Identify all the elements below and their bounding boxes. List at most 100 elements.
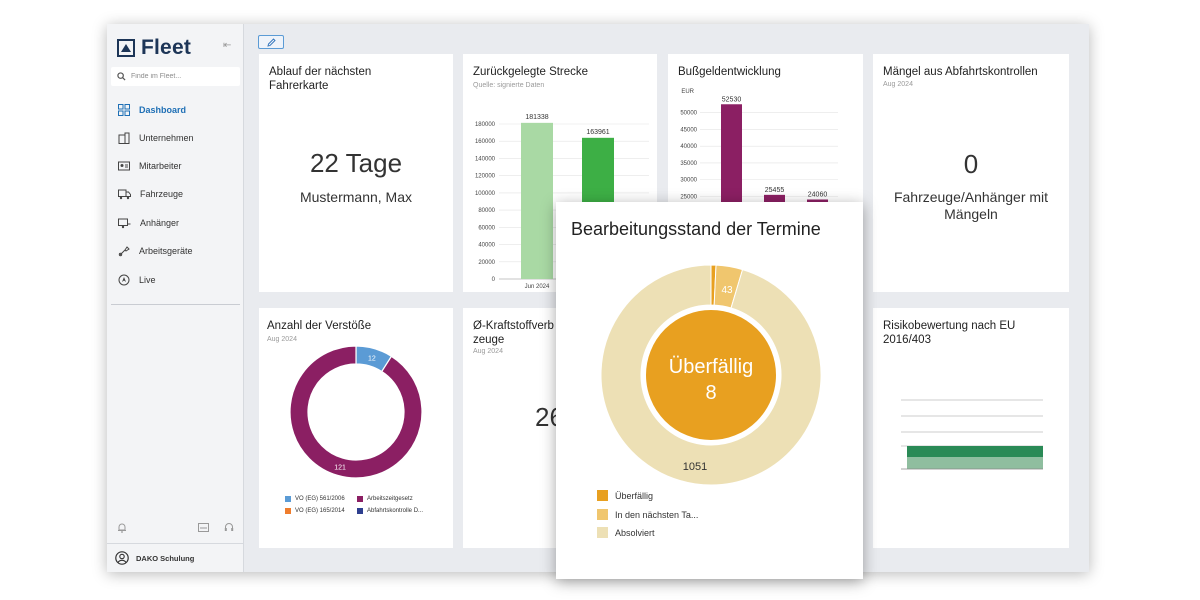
legend-swatch xyxy=(357,496,363,502)
bar-value-label: 163961 xyxy=(586,129,609,136)
y-tick-label: 180000 xyxy=(475,122,496,128)
logo[interactable]: Fleet xyxy=(117,36,191,60)
card-subtitle: Aug 2024 xyxy=(473,348,503,355)
user-avatar-icon xyxy=(115,551,129,565)
legend-item-upcoming: In den nächsten Ta... xyxy=(597,509,698,520)
center-label: Überfällig xyxy=(669,356,753,378)
y-tick-label: 45000 xyxy=(680,127,697,133)
violations-donut-chart: 12 121 xyxy=(289,345,423,479)
legend-item: VO (EG) 165/2014 xyxy=(285,508,345,514)
y-tick-label: 100000 xyxy=(475,191,496,197)
legend-item: VO (EG) 561/2006 xyxy=(285,496,345,502)
legend-label: In den nächsten Ta... xyxy=(615,509,699,520)
bar xyxy=(521,122,553,279)
card-title: Bußgeldentwicklung xyxy=(678,66,781,78)
legend-label: Überfällig xyxy=(615,490,654,501)
fleet-logo-icon xyxy=(117,39,135,57)
card-title: Mängel aus Abfahrtskontrollen xyxy=(883,66,1038,78)
search-box[interactable] xyxy=(111,67,240,86)
sidebar-item-label: Fahrzeuge xyxy=(140,189,184,199)
sidebar-item-label: Dashboard xyxy=(139,105,187,115)
bar-value-label: 25455 xyxy=(765,187,785,194)
legend-swatch xyxy=(285,496,291,502)
y-tick-label: 120000 xyxy=(475,174,496,180)
y-tick-label: 25000 xyxy=(680,194,697,200)
truck-icon xyxy=(118,189,131,200)
slice-value-label: 1051 xyxy=(683,461,707,473)
legend-swatch xyxy=(597,527,608,538)
user-name: DAKO Schulung xyxy=(136,553,195,563)
legend-item: Arbeitszeitgesetz xyxy=(357,496,413,502)
sidebar-item-arbeitsgeraete[interactable]: Arbeitsgeräte xyxy=(118,241,240,261)
donut-slice xyxy=(289,345,423,479)
legend-label: Arbeitszeitgesetz xyxy=(367,496,413,502)
live-icon xyxy=(118,274,130,286)
card-subtitle: Aug 2024 xyxy=(267,336,297,343)
driver-card-days: 22 Tage xyxy=(309,148,403,178)
x-tick-label: Jun 2024 xyxy=(525,284,550,290)
defects-value: 0 xyxy=(963,149,979,179)
donut-slice xyxy=(600,264,822,486)
sidebar-item-anhaenger[interactable]: Anhänger xyxy=(118,213,240,233)
search-input[interactable] xyxy=(131,73,231,80)
card-reader-icon[interactable] xyxy=(198,523,209,532)
sidebar-item-dashboard[interactable]: Dashboard xyxy=(118,100,240,120)
driver-card-widget[interactable]: Ablauf der nächsten Fahrerkarte 22 Tage … xyxy=(259,54,453,292)
risk-bar-light xyxy=(907,457,1043,469)
trailer-icon xyxy=(118,218,131,229)
bar-value-label: 24060 xyxy=(808,192,828,199)
legend-item-overdue: Überfällig xyxy=(597,490,653,501)
legend-item-completed: Absolviert xyxy=(597,527,655,538)
brand-name: Fleet xyxy=(141,36,192,59)
y-tick-label: 20000 xyxy=(478,260,495,266)
violations-widget[interactable]: Anzahl der Verstöße Aug 2024 12 121 VO (E… xyxy=(259,308,453,548)
center-value: 8 xyxy=(705,382,716,404)
sidebar-utility-icons xyxy=(107,520,244,536)
card-title: Risikobewertung nach EU 2016/403 xyxy=(883,320,1016,346)
card-subtitle: Quelle: signierte Daten xyxy=(473,82,545,89)
sidebar-item-unternehmen[interactable]: Unternehmen xyxy=(118,128,240,148)
risk-chart xyxy=(901,399,1043,470)
appointments-donut-chart: 43 1051 Überfällig 8 xyxy=(600,264,822,486)
y-axis-unit: EUR xyxy=(681,89,694,95)
y-tick-label: 40000 xyxy=(478,243,495,249)
bar-value-label: 181338 xyxy=(525,114,548,121)
edit-dashboard-button[interactable] xyxy=(258,35,284,49)
sidebar-divider xyxy=(111,304,240,305)
dashboard-icon xyxy=(118,104,130,116)
sidebar-item-label: Arbeitsgeräte xyxy=(139,246,193,256)
defects-widget[interactable]: Mängel aus Abfahrtskontrollen Aug 2024 0… xyxy=(873,54,1069,292)
sidebar-item-label: Anhänger xyxy=(140,218,180,228)
popup-title: Bearbeitungsstand der Termine xyxy=(571,219,821,239)
card-title: Anzahl der Verstöße xyxy=(267,320,372,332)
slice-value-label: 43 xyxy=(721,285,733,296)
fuel-title-line2: zeuge xyxy=(473,334,505,346)
legend-label: VO (EG) 165/2014 xyxy=(295,508,345,514)
sidebar-item-fahrzeuge[interactable]: Fahrzeuge xyxy=(118,184,240,204)
center-overdue-circle xyxy=(644,308,778,442)
legend-label: Abfahrtskontrolle D... xyxy=(367,508,424,514)
slice-value-label: 121 xyxy=(334,465,346,472)
card-subtitle: Aug 2024 xyxy=(883,81,913,88)
card-title: Zurückgelegte Strecke xyxy=(473,66,589,78)
y-tick-label: 80000 xyxy=(478,208,495,214)
bar-value-label: 52530 xyxy=(722,96,742,103)
legend-swatch xyxy=(597,490,608,501)
bar-segment xyxy=(721,104,742,232)
risk-widget[interactable]: Risikobewertung nach EU 2016/403 xyxy=(873,308,1069,548)
tool-icon xyxy=(118,246,130,257)
bell-icon[interactable] xyxy=(117,522,127,533)
legend-label: Absolviert xyxy=(615,527,655,538)
user-menu[interactable]: DAKO Schulung xyxy=(107,543,244,572)
legend-item: Abfahrtskontrolle D... xyxy=(357,508,423,514)
collapse-sidebar-icon[interactable]: ⇤ xyxy=(223,40,232,51)
headset-icon[interactable] xyxy=(224,522,234,533)
sidebar-item-live[interactable]: Live xyxy=(118,270,240,290)
appointments-status-popup[interactable]: Bearbeitungsstand der Termine 43 1051 Über… xyxy=(556,202,863,579)
sidebar-item-mitarbeiter[interactable]: Mitarbeiter xyxy=(118,156,240,176)
risk-bar-dark xyxy=(907,446,1043,457)
y-tick-label: 40000 xyxy=(680,144,697,150)
search-icon xyxy=(117,72,126,81)
legend-label: VO (EG) 561/2006 xyxy=(295,496,345,502)
legend-swatch xyxy=(285,508,291,514)
